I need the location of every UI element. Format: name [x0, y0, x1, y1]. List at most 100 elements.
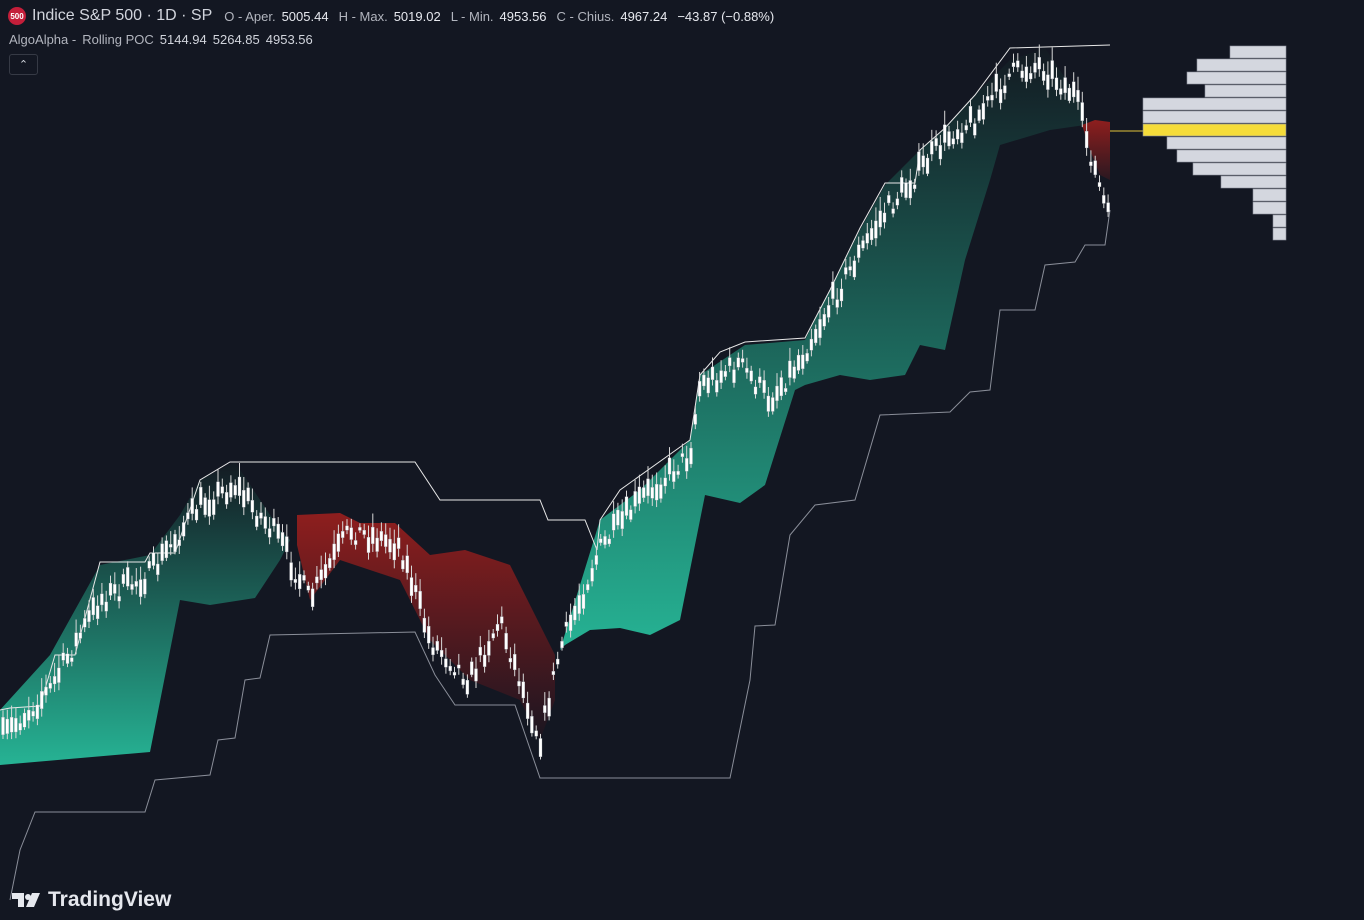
candle-body	[293, 579, 298, 583]
candle-body	[298, 574, 302, 590]
candle-body	[405, 555, 409, 574]
candle-body	[61, 652, 65, 661]
candle-body	[964, 125, 968, 131]
candle-body	[577, 595, 581, 614]
profile-bar	[1142, 123, 1287, 137]
candle-body	[947, 131, 951, 147]
candle-body	[212, 499, 216, 515]
candle-body	[83, 618, 87, 628]
candle-body	[994, 73, 998, 92]
candle-body	[753, 386, 758, 395]
candle-body	[672, 471, 676, 482]
candle-body	[388, 538, 392, 553]
candle-body	[697, 380, 702, 397]
lower-band	[9, 209, 1111, 901]
logo-text: TradingView	[48, 888, 172, 911]
candle-body	[27, 709, 31, 721]
candle-body	[332, 543, 336, 560]
candle-body	[302, 575, 306, 581]
candle-body	[35, 704, 40, 720]
candle-body	[276, 523, 280, 539]
candle-body	[164, 540, 169, 559]
candle-body	[650, 487, 654, 499]
candle-body	[414, 585, 418, 593]
candle-body	[1089, 161, 1093, 166]
candle-body	[568, 614, 573, 631]
profile-bar	[1252, 201, 1287, 215]
candle-body	[173, 533, 177, 553]
candle-body	[517, 681, 521, 687]
candle-body	[323, 564, 328, 579]
candle-body	[955, 129, 960, 140]
candle-body	[912, 184, 917, 189]
candle-body	[427, 626, 431, 644]
candle-body	[788, 360, 792, 378]
candle-body	[470, 661, 474, 675]
candle-body	[267, 528, 272, 538]
candle-body	[908, 180, 912, 199]
candle-body	[637, 486, 642, 504]
candle-body	[779, 377, 783, 397]
profile-bar	[1272, 214, 1287, 228]
candle-body	[551, 671, 556, 675]
candle-body	[814, 328, 818, 344]
candle-body	[1033, 62, 1037, 73]
candle-body	[349, 527, 353, 540]
candle-body	[362, 529, 366, 535]
candle-body	[379, 531, 384, 541]
candle-body	[620, 511, 624, 530]
candle-body	[968, 106, 973, 123]
candle-body	[556, 658, 560, 665]
candle-body	[78, 632, 83, 639]
candle-body	[48, 682, 52, 689]
indicator-legend[interactable]: AlgoAlpha - Rolling POC 5144.94 5264.85 …	[9, 32, 313, 47]
candle-body	[108, 582, 113, 596]
candle-body	[147, 560, 151, 569]
candle-body	[358, 527, 362, 531]
profile-bar	[1142, 110, 1287, 124]
trend-fill	[0, 462, 290, 765]
candle-body	[869, 228, 874, 241]
candle-body	[353, 540, 358, 545]
logo-icon	[12, 893, 40, 907]
indicator-author: AlgoAlpha -	[9, 32, 77, 47]
ohlc-label: O - Aper.	[224, 8, 276, 24]
candle-body	[581, 594, 586, 609]
candle-body	[973, 123, 977, 136]
candle-body	[91, 597, 95, 616]
candle-body	[474, 668, 478, 682]
profile-bar	[1192, 162, 1287, 176]
candle-body	[233, 485, 237, 496]
candle-body	[418, 590, 422, 609]
candle-body	[934, 138, 938, 147]
candle-body	[740, 358, 745, 363]
candle-body	[1046, 74, 1050, 90]
candle-body	[444, 658, 448, 668]
candle-body	[18, 723, 22, 731]
candle-body	[534, 730, 538, 737]
profile-bar	[1204, 84, 1287, 98]
candle-body	[564, 621, 568, 627]
candle-body	[783, 388, 788, 393]
candle-body	[504, 632, 508, 650]
collapse-button[interactable]: ⌃	[9, 54, 38, 75]
candle-body	[603, 536, 607, 545]
symbol-name[interactable]: Indice S&P 500 · 1D · SP	[32, 7, 213, 24]
candle-body	[113, 584, 117, 594]
candle-body	[9, 716, 14, 733]
candle-body	[341, 531, 345, 538]
candle-body	[199, 486, 203, 505]
candle-body	[998, 89, 1003, 104]
candle-body	[44, 686, 48, 696]
candle-body	[839, 288, 844, 302]
candle-body	[611, 513, 616, 531]
candle-body	[52, 676, 57, 685]
candle-body	[177, 539, 181, 546]
candle-body	[891, 208, 895, 214]
candle-body	[259, 512, 263, 519]
candles	[1, 44, 1110, 760]
candle-body	[156, 563, 160, 575]
candle-body	[538, 738, 543, 757]
candle-body	[396, 537, 401, 549]
